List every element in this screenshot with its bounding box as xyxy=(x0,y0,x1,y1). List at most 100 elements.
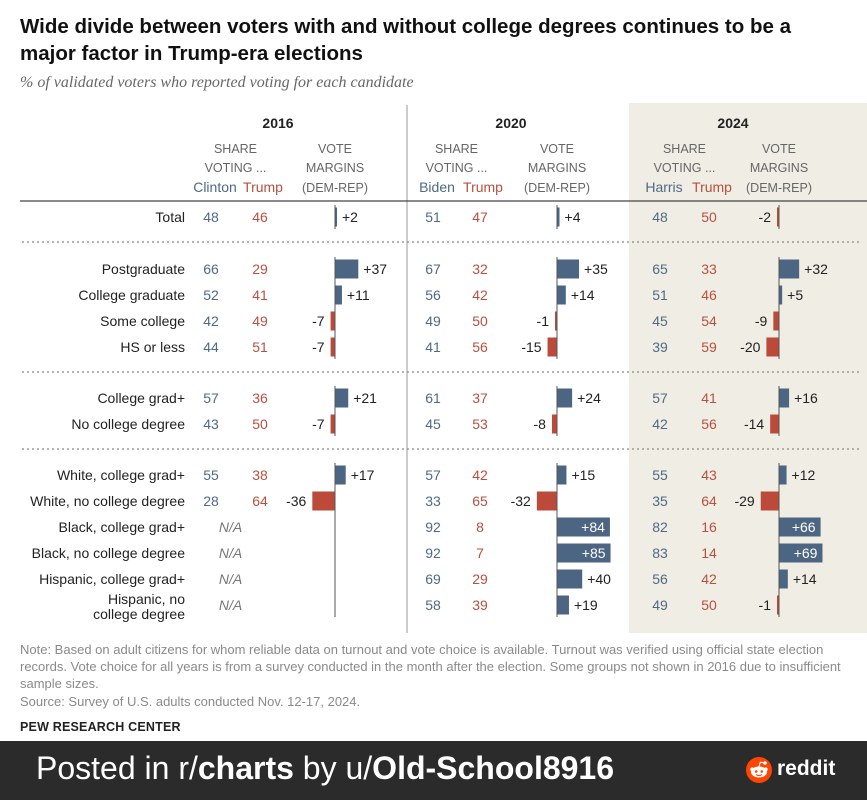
rep-share-value: 43 xyxy=(701,467,717,483)
na-value: N/A xyxy=(219,545,242,561)
chart-subtitle: % of validated voters who reported votin… xyxy=(20,74,414,91)
margin-bar-dem xyxy=(557,207,560,227)
rep-share-value: 42 xyxy=(472,287,488,303)
margin-bar-rep xyxy=(536,491,557,511)
share-header-line1: SHARE xyxy=(663,142,706,156)
margin-header-line2: MARGINS xyxy=(750,161,808,175)
dem-share-value: 66 xyxy=(203,261,219,277)
margin-label: -14 xyxy=(744,416,764,432)
reddit-alien-icon xyxy=(746,757,772,783)
rep-share-value: 54 xyxy=(701,313,717,329)
margin-bar-rep xyxy=(330,311,335,331)
dem-share-value: 42 xyxy=(203,313,219,329)
rep-share-value: 59 xyxy=(701,339,717,355)
banner-text: Posted in r/charts by u/Old-School8916 xyxy=(36,750,614,787)
rep-share-value: 7 xyxy=(476,545,484,561)
rep-share-value: 50 xyxy=(472,313,488,329)
rep-share-value: 46 xyxy=(252,209,268,225)
margin-bar-rep xyxy=(551,414,557,434)
margin-bar-dem xyxy=(557,259,580,279)
rep-share-value: 38 xyxy=(252,467,268,483)
dem-share-value: 49 xyxy=(425,313,441,329)
margin-bar-dem xyxy=(779,569,788,589)
chart-title: Wide divide between voters with and with… xyxy=(20,15,791,65)
margin-bar-dem xyxy=(557,465,567,485)
candidate-rep-2016: Trump xyxy=(243,179,283,195)
margin-bar-rep xyxy=(777,207,779,227)
margin-header-line3: (DEM-REP) xyxy=(302,181,368,195)
rep-share-value: 50 xyxy=(701,209,717,225)
dem-share-value: 28 xyxy=(203,493,219,509)
margin-header-line3: (DEM-REP) xyxy=(746,181,812,195)
dem-share-value: 35 xyxy=(652,493,668,509)
share-header-line2: VOTING ... xyxy=(654,161,716,175)
margin-bar-rep xyxy=(766,337,779,357)
na-value: N/A xyxy=(219,571,242,587)
row-label: Total xyxy=(155,209,185,225)
rep-share-value: 33 xyxy=(701,261,717,277)
margin-bar-dem xyxy=(779,259,800,279)
margin-label: -7 xyxy=(312,339,325,355)
rep-share-value: 56 xyxy=(472,339,488,355)
margin-bar-dem xyxy=(557,285,566,305)
margin-label: +35 xyxy=(584,261,608,277)
margin-bar-dem xyxy=(779,543,823,563)
margin-label: -8 xyxy=(534,416,547,432)
margin-bar-dem xyxy=(779,388,790,408)
banner-subreddit[interactable]: charts xyxy=(197,750,294,786)
rep-share-value: 41 xyxy=(252,287,268,303)
margin-bar-dem xyxy=(779,465,787,485)
dem-share-value: 82 xyxy=(652,519,668,535)
dem-share-value: 41 xyxy=(425,339,441,355)
margin-label: +37 xyxy=(363,261,387,277)
margin-bar-rep xyxy=(547,337,557,357)
row-label: College graduate xyxy=(78,287,185,303)
rep-share-value: 65 xyxy=(472,493,488,509)
margin-label: +14 xyxy=(571,287,595,303)
banner-username[interactable]: Old-School8916 xyxy=(372,750,615,786)
share-header-line1: SHARE xyxy=(435,142,478,156)
margin-bar-dem xyxy=(779,285,783,305)
margin-label: +84 xyxy=(581,519,605,535)
dem-share-value: 42 xyxy=(652,416,668,432)
margin-bar-rep xyxy=(330,414,335,434)
margin-label: -1 xyxy=(537,313,550,329)
source-line: Source: Survey of U.S. adults conducted … xyxy=(20,694,361,709)
margin-label: -2 xyxy=(759,209,772,225)
row-label: Hispanic, college grad+ xyxy=(39,571,185,587)
margin-label: -36 xyxy=(286,493,306,509)
rep-share-value: 14 xyxy=(701,545,717,561)
margin-label: +4 xyxy=(565,209,581,225)
dem-share-value: 56 xyxy=(652,571,668,587)
rep-share-value: 32 xyxy=(472,261,488,277)
margin-header-line2: MARGINS xyxy=(528,161,586,175)
margin-label: +15 xyxy=(571,467,595,483)
year-header-2020: 2020 xyxy=(495,115,526,131)
dem-share-value: 51 xyxy=(652,287,668,303)
dem-share-value: 45 xyxy=(652,313,668,329)
reddit-logo[interactable]: reddit xyxy=(746,755,846,787)
margin-label: -32 xyxy=(511,493,531,509)
margin-label: +2 xyxy=(342,209,358,225)
dem-share-value: 39 xyxy=(652,339,668,355)
rep-share-value: 53 xyxy=(472,416,488,432)
margin-bar-rep xyxy=(312,491,335,511)
dem-share-value: 56 xyxy=(425,287,441,303)
year-header-2016: 2016 xyxy=(262,115,293,131)
share-header-line1: SHARE xyxy=(214,142,257,156)
row-label: College grad+ xyxy=(97,390,185,406)
rep-share-value: 39 xyxy=(472,597,488,613)
rep-share-value: 29 xyxy=(252,261,268,277)
reddit-wordmark: reddit xyxy=(777,757,836,780)
margin-bar-rep xyxy=(330,337,335,357)
margin-label: +66 xyxy=(792,519,816,535)
row-label: White, no college degree xyxy=(30,493,185,509)
margin-label: +19 xyxy=(574,597,598,613)
dem-share-value: 65 xyxy=(652,261,668,277)
margin-bar-rep xyxy=(555,311,557,331)
row-label: HS or less xyxy=(120,339,185,355)
rep-share-value: 42 xyxy=(701,571,717,587)
margin-bar-dem xyxy=(557,388,573,408)
dem-share-value: 57 xyxy=(203,390,219,406)
margin-label: +85 xyxy=(582,545,606,561)
